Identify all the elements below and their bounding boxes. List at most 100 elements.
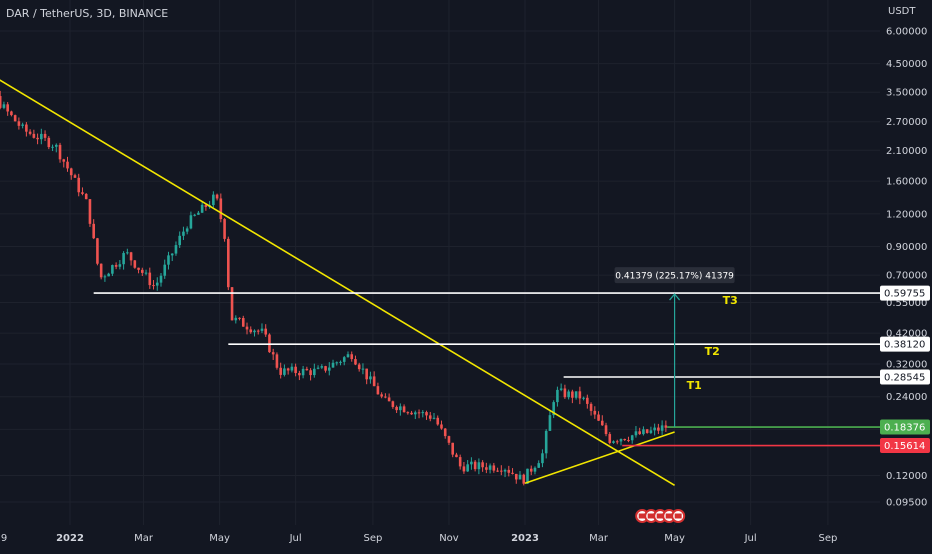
candle-body bbox=[193, 214, 196, 216]
candle-body bbox=[653, 427, 656, 431]
drawings[interactable]: T3 T2 T1 0.41379 (225.17%) 41379 bbox=[0, 45, 880, 487]
candle-body bbox=[122, 253, 125, 265]
candle-body bbox=[492, 465, 496, 471]
x-tick-label: Mar bbox=[134, 533, 154, 544]
candle-body bbox=[365, 368, 368, 380]
candle-body bbox=[556, 389, 559, 403]
candle-body bbox=[309, 370, 312, 376]
candle-body bbox=[529, 468, 533, 472]
candle-body bbox=[227, 238, 230, 288]
y-tick-label: 0.24000 bbox=[886, 392, 927, 403]
candle-body bbox=[503, 469, 507, 472]
candle-body bbox=[114, 265, 118, 267]
y-tick-label: 0.09500 bbox=[886, 498, 927, 509]
candle-body bbox=[17, 121, 21, 126]
candle-body bbox=[327, 367, 331, 371]
stop-price-tag-text: 0.15614 bbox=[884, 441, 925, 452]
y-tick-label: 0.32000 bbox=[886, 360, 927, 371]
measure-arrow-head bbox=[669, 293, 681, 301]
candle-body bbox=[384, 396, 387, 398]
y-tick-label: 6.00000 bbox=[886, 27, 927, 38]
candle-body bbox=[612, 441, 615, 443]
candle-body bbox=[458, 457, 462, 467]
x-tick-label: Nov bbox=[439, 533, 459, 544]
target-label: T2 bbox=[705, 345, 720, 358]
candle-body bbox=[440, 424, 443, 429]
candle-body bbox=[563, 388, 567, 398]
candle-body bbox=[496, 470, 499, 472]
measure-label: 0.41379 (225.17%) 41379 bbox=[615, 272, 734, 282]
candle-body bbox=[574, 391, 578, 398]
candle-body bbox=[99, 263, 103, 278]
y-tick-label: 0.70000 bbox=[886, 271, 927, 282]
candle-body bbox=[6, 104, 9, 112]
candle-body bbox=[178, 235, 181, 246]
candle-body bbox=[286, 368, 290, 371]
candle-body bbox=[608, 434, 612, 443]
candle-body bbox=[54, 144, 58, 147]
candle-body bbox=[559, 388, 563, 390]
x-tick-label: Jul bbox=[744, 533, 757, 544]
candle-body bbox=[159, 275, 163, 283]
candle-body bbox=[28, 131, 32, 134]
candle-body bbox=[69, 168, 73, 176]
candle-body bbox=[541, 453, 544, 464]
candle-body bbox=[597, 414, 600, 421]
candle-body bbox=[141, 269, 144, 273]
entry-price-tag-text: 0.18376 bbox=[884, 423, 925, 434]
level-price-tag-text: 0.59755 bbox=[884, 289, 925, 300]
candle-body bbox=[133, 260, 137, 268]
candle-body bbox=[320, 366, 324, 368]
candle-body bbox=[73, 175, 77, 178]
level-price-tag-box bbox=[880, 369, 930, 385]
candle-body bbox=[96, 238, 99, 264]
candle-body bbox=[275, 354, 279, 368]
candle-body bbox=[58, 144, 62, 160]
candle-body bbox=[301, 368, 305, 376]
y-tick-label: 0.12000 bbox=[886, 471, 927, 482]
candle-body bbox=[500, 470, 503, 472]
candle-body bbox=[481, 462, 484, 468]
target-label: T3 bbox=[723, 294, 738, 307]
level-price-tag-text: 0.38120 bbox=[884, 340, 925, 351]
candle-body bbox=[21, 124, 24, 126]
y-tick-label: 2.10000 bbox=[886, 146, 927, 157]
x-tick-label: 2023 bbox=[511, 533, 539, 544]
candle-body bbox=[548, 415, 552, 431]
candle-body bbox=[137, 267, 140, 270]
candle-body bbox=[77, 177, 81, 193]
candle-body bbox=[10, 111, 13, 116]
candle-body bbox=[582, 397, 585, 399]
candle-body bbox=[182, 231, 185, 236]
candle-body bbox=[533, 467, 537, 472]
candle-body bbox=[657, 427, 660, 431]
axes: USDT 6.00000 4.50000 3.50000 2.70000 2.10000… bbox=[1, 6, 928, 544]
candle-body bbox=[163, 264, 167, 276]
candle-body bbox=[436, 417, 440, 425]
candle-body bbox=[51, 146, 54, 148]
level-price-tag-box bbox=[880, 285, 930, 301]
candle-body bbox=[148, 272, 152, 286]
candle-body bbox=[66, 161, 69, 169]
y-tick-label: 0.90000 bbox=[886, 242, 927, 253]
candle-body bbox=[197, 212, 200, 215]
candle-body bbox=[462, 466, 466, 472]
price-labels: 0.59755 0.38120 0.28545 0.18376 0.15614 bbox=[880, 285, 930, 454]
candle-body bbox=[414, 412, 417, 415]
candle-body bbox=[589, 403, 593, 411]
candle-body bbox=[357, 364, 361, 370]
candle-body bbox=[466, 464, 469, 472]
candle-body bbox=[526, 468, 529, 484]
candle-body bbox=[402, 406, 406, 413]
candle-body bbox=[477, 462, 481, 470]
candle-body bbox=[290, 366, 294, 371]
candle-body bbox=[230, 287, 234, 321]
candle-body bbox=[36, 137, 39, 140]
candle-body bbox=[342, 357, 346, 362]
x-tick-label: Sep bbox=[818, 533, 837, 544]
candle-body bbox=[354, 359, 357, 365]
target-label: T1 bbox=[687, 379, 702, 392]
candle-body bbox=[62, 159, 66, 162]
